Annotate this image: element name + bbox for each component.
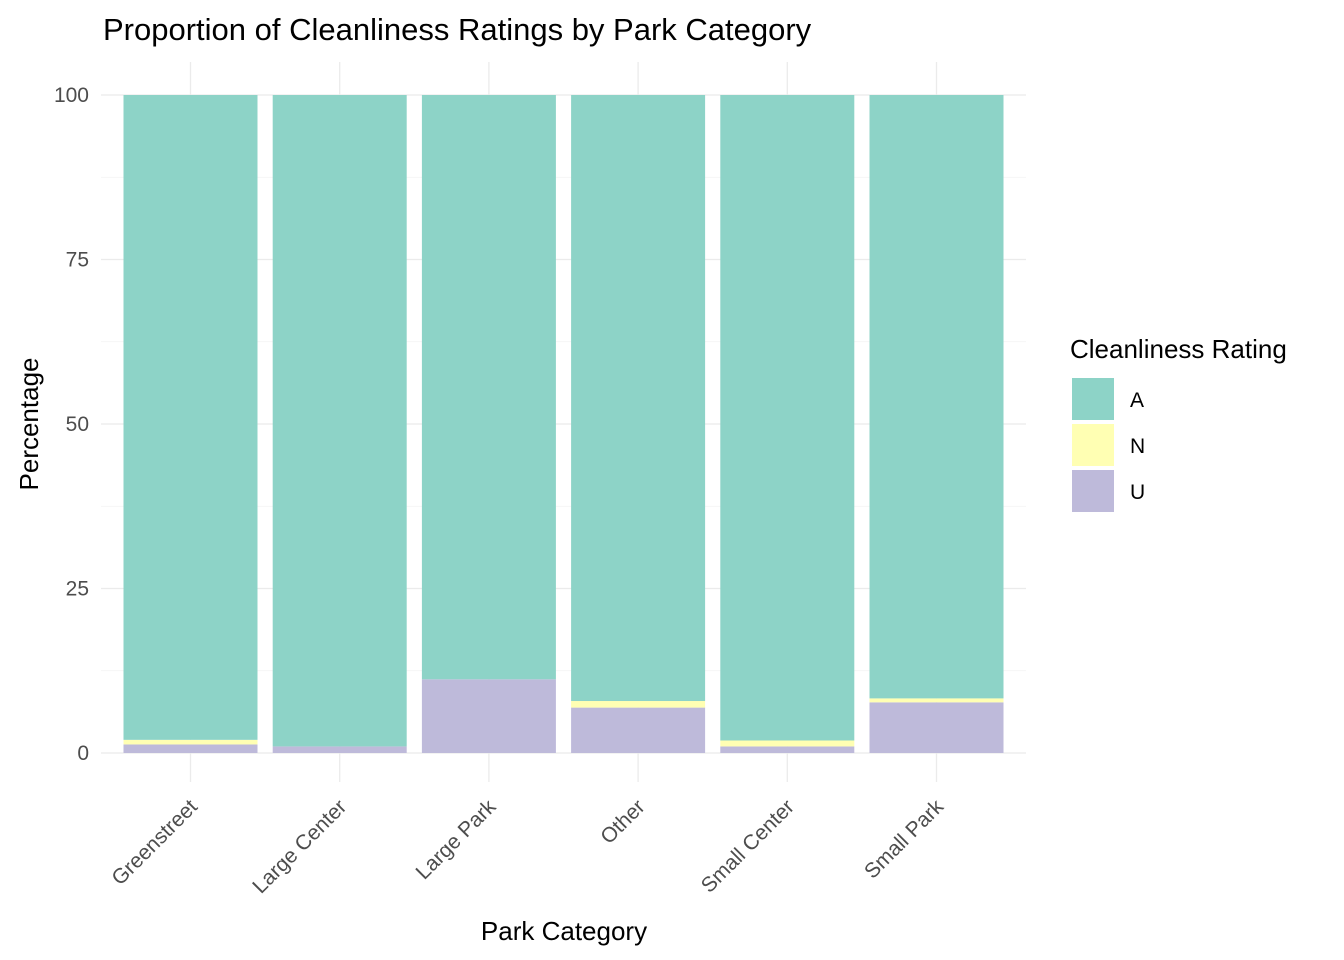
- x-tick-label: Large Center: [248, 795, 351, 898]
- bar-segment-a: [720, 95, 855, 741]
- legend: Cleanliness Rating ANU: [1070, 334, 1287, 512]
- bar-segment-a: [869, 95, 1004, 699]
- bar-segment-n: [720, 740, 855, 747]
- y-tick-label: 50: [66, 413, 89, 436]
- x-tick-label: Other: [596, 795, 649, 848]
- bar-segment-a: [571, 95, 706, 702]
- y-tick-label: 75: [66, 249, 89, 272]
- legend-swatch-n: [1072, 424, 1114, 466]
- bar-segment-u: [123, 744, 258, 753]
- bar-segment-a: [123, 95, 258, 740]
- legend-label: U: [1130, 481, 1145, 504]
- x-tick-label: Large Park: [412, 795, 501, 884]
- legend-label: A: [1130, 389, 1144, 412]
- bar-segment-a: [272, 95, 407, 747]
- bar-segment-a: [421, 95, 556, 680]
- legend-swatch-u: [1072, 470, 1114, 512]
- y-axis-ticks: 0 25 50 75 100: [54, 84, 89, 765]
- chart-title: Proportion of Cleanliness Ratings by Par…: [103, 12, 812, 47]
- y-tick-label: 100: [54, 84, 89, 107]
- x-tick-label: Small Center: [697, 795, 799, 897]
- x-axis-ticks: Greenstreet Large Center Large Park Other Sm…: [107, 795, 948, 898]
- legend-title: Cleanliness Rating: [1070, 334, 1287, 364]
- x-axis-title: Park Category: [481, 916, 647, 946]
- y-tick-label: 25: [66, 578, 89, 601]
- legend-swatch-a: [1072, 378, 1114, 420]
- bar-segment-u: [720, 746, 855, 753]
- legend-label: N: [1130, 435, 1145, 458]
- bars: [123, 95, 1004, 753]
- x-tick-label: Small Park: [860, 795, 948, 883]
- bar-segment-u: [272, 746, 407, 753]
- bar-segment-u: [869, 702, 1004, 753]
- y-tick-label: 0: [77, 742, 89, 765]
- bar-segment-u: [571, 707, 706, 753]
- bar-segment-u: [421, 679, 556, 753]
- bar-segment-n: [869, 698, 1004, 703]
- bar-segment-n: [571, 701, 706, 708]
- y-axis-title: Percentage: [14, 358, 44, 491]
- x-tick-label: Greenstreet: [107, 795, 202, 890]
- bar-segment-n: [123, 739, 258, 745]
